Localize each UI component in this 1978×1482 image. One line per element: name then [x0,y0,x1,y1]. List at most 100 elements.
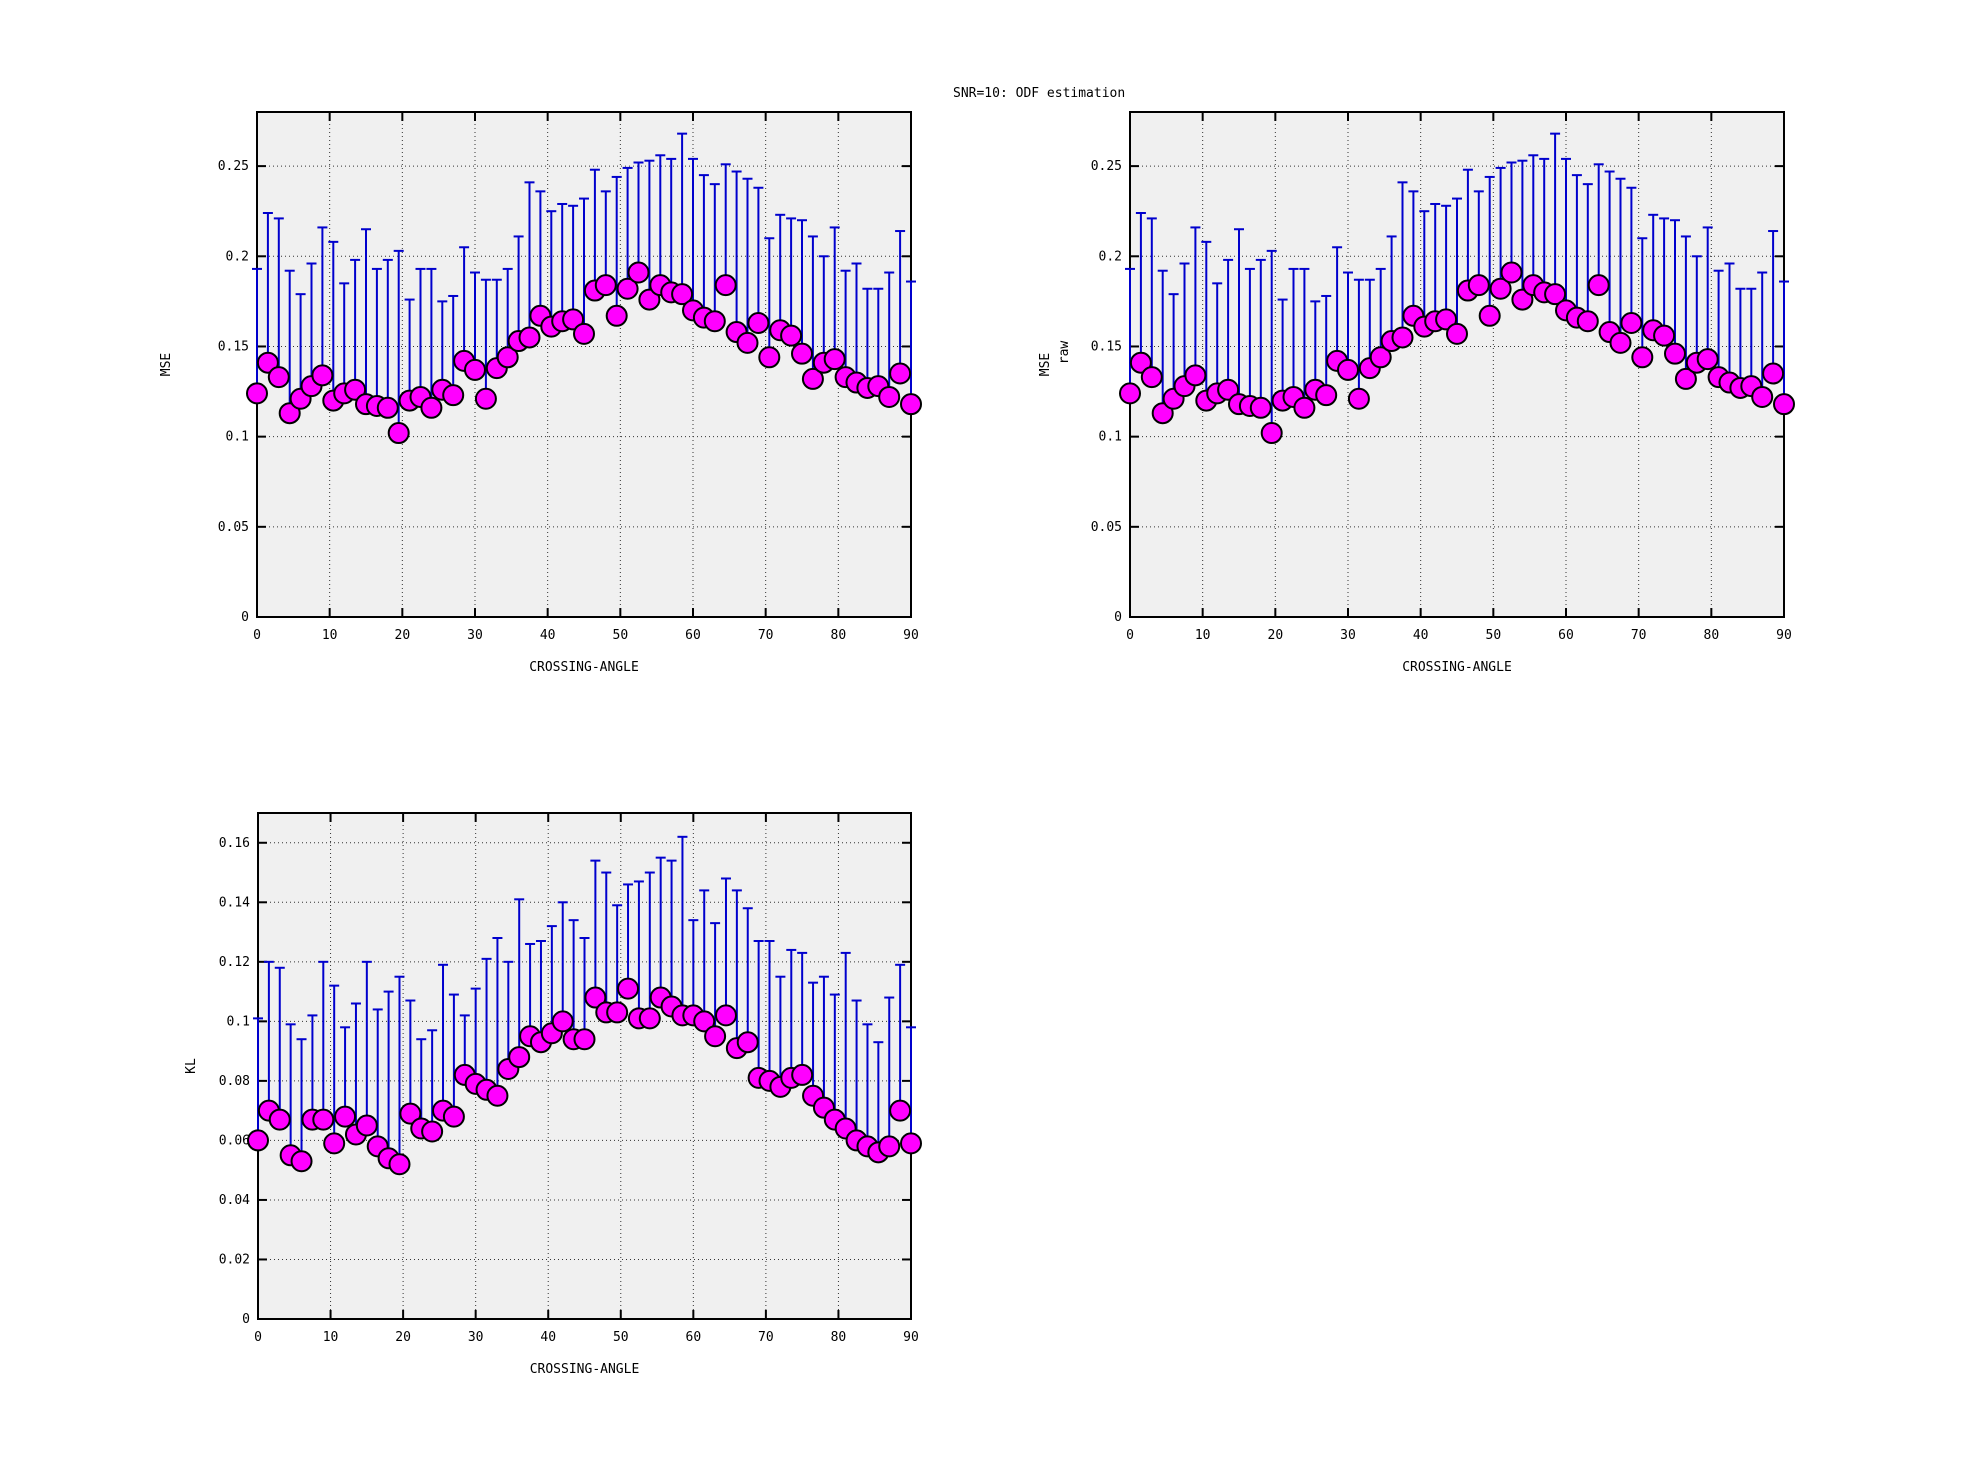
data-point [1664,342,1686,365]
data-point [1260,422,1283,445]
data-point [246,382,268,405]
x-tick-label: 70 [758,628,774,643]
data-point [780,324,803,347]
y-tick-label: 0 [242,1312,250,1327]
y-tick-label: 0.16 [219,836,250,851]
data-point [1751,385,1774,408]
data-point [562,308,585,331]
y-tick-label: 0.2 [226,249,249,264]
axis-labels: 0 0.05 0.1 0.15 0.2 0.25 0 10 20 30 40 50 60 70 80 90 CR… [1038,159,1792,675]
x-tick-label: 70 [758,1330,774,1345]
y-tick-label: 0.06 [219,1133,250,1148]
x-tick-label: 80 [831,628,847,643]
data-point [421,1120,444,1143]
data-point [584,986,607,1009]
chart-mse-raw-canvas: 0 0.05 0.1 0.15 0.2 0.25 0 10 20 30 40 50 60 70 80 90 CR… [1038,111,1795,675]
data-point [334,1105,357,1128]
y-tick-label: 0.14 [219,895,250,910]
data-point [1315,384,1338,407]
data-point [464,358,486,381]
y-tick-label: 0.15 [1091,339,1122,354]
x-tick-label: 50 [613,628,629,643]
x-tick-label: 40 [540,628,556,643]
data-point [791,1063,814,1086]
data-point [1762,362,1785,385]
y-tick-label: 0.25 [218,159,249,174]
y-tick-label: 0.05 [218,520,249,535]
data-point [747,312,770,335]
x-tick-label: 80 [831,1330,847,1345]
data-point [1511,288,1534,311]
data-point [256,351,279,374]
data-point [1347,387,1370,410]
data-point [1478,304,1501,327]
data-point [312,1108,335,1131]
y-tick-label: 0.25 [1091,159,1122,174]
y-axis-subtitle: raw [1057,341,1072,365]
data-point [508,1046,531,1069]
chart-mse-raw: 0 0.05 0.1 0.15 0.2 0.25 0 10 20 30 40 50 60 70 80 90 CR… [1010,62,1840,702]
x-axis-title: CROSSING-ANGLE [529,660,639,675]
data-point [1249,396,1272,419]
y-tick-label: 0.08 [219,1074,250,1089]
data-point [1140,366,1163,389]
data-point [323,1132,346,1155]
y-tick-label: 0.2 [1099,249,1122,264]
x-tick-label: 50 [1486,628,1502,643]
data-point [442,384,465,407]
y-tick-label: 0.02 [219,1252,250,1267]
y-tick-label: 0.1 [226,430,249,445]
data-point [1151,402,1174,425]
data-point [605,304,628,327]
data-point [878,385,901,408]
chart-kl-odf-canvas: 0 0.02 0.04 0.06 0.08 0.1 0.12 0.14 0.16 0 10 20 30 4… [184,812,922,1377]
x-tick-label: 30 [1340,628,1356,643]
data-point [1489,277,1512,300]
x-tick-label: 50 [613,1330,629,1345]
data-point [616,277,639,300]
data-point [311,364,334,387]
x-tick-label: 60 [686,1330,702,1345]
data-point [268,1108,291,1131]
data-point [889,1099,912,1122]
x-tick-label: 10 [323,1330,339,1345]
x-tick-label: 70 [1631,628,1647,643]
x-axis-title: CROSSING-ANGLE [530,1362,640,1377]
data-point [1674,367,1697,390]
data-point [518,326,541,349]
axis-labels: 0 0.05 0.1 0.15 0.2 0.25 0 10 20 30 40 50 60 70 80 90 CR… [159,159,919,675]
chart-mse-odf-canvas: 0 0.05 0.1 0.15 0.2 0.25 0 10 20 30 40 50 60 70 80 90 CR… [159,111,922,675]
x-tick-label: 40 [1413,628,1429,643]
data-point [1217,378,1240,401]
figure-title: SNR=10: ODF estimation [953,86,1126,101]
data-point [573,1028,596,1051]
data-point [791,342,813,365]
data-point [1467,274,1490,297]
data-point [344,378,367,401]
y-tick-label: 0.05 [1091,520,1122,535]
data-points [246,261,922,445]
data-point [693,1010,716,1033]
x-tick-label: 90 [1776,628,1792,643]
y-axis-title: KL [184,1058,199,1074]
data-point [1544,283,1567,306]
data-point [290,1150,313,1173]
data-point [617,977,640,1000]
data-point [606,1001,629,1024]
y-tick-label: 0.15 [218,339,249,354]
data-point [442,1105,465,1128]
data-point [900,1132,922,1155]
x-tick-label: 60 [685,628,701,643]
x-tick-label: 20 [395,1330,411,1345]
data-point [671,283,694,306]
data-point [714,1004,737,1027]
x-tick-label: 0 [254,1330,262,1345]
data-point [388,1153,411,1176]
x-tick-label: 40 [540,1330,556,1345]
axis-labels: 0 0.02 0.04 0.06 0.08 0.1 0.12 0.14 0.16 0 10 20 30 4… [184,836,919,1377]
data-point [1119,382,1141,405]
x-tick-label: 10 [322,628,338,643]
data-point [474,387,497,410]
y-tick-label: 0 [241,610,249,625]
data-point [486,1084,509,1107]
